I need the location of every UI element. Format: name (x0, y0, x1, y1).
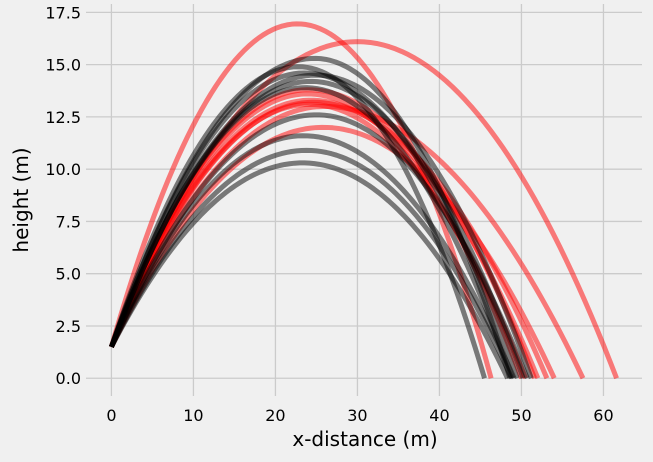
x-tick-label: 10 (183, 406, 203, 425)
y-tick-label: 10.0 (45, 160, 81, 179)
trajectory-line-black (109, 160, 510, 380)
y-tick-labels: 0.0 2.5 5.0 7.5 10.0 12.5 15.0 17.5 (45, 3, 81, 388)
y-tick-label: 15.0 (45, 56, 81, 75)
y-tick-label: 17.5 (45, 3, 81, 22)
series-group (109, 21, 619, 380)
x-tick-label: 0 (106, 406, 116, 425)
x-tick-label: 30 (347, 406, 367, 425)
x-tick-label: 20 (265, 406, 285, 425)
y-tick-label: 2.5 (56, 317, 81, 336)
trajectory-line-black (109, 133, 517, 380)
trajectory-line-black (109, 147, 514, 380)
x-tick-labels: 0 10 20 30 40 50 60 (106, 406, 613, 425)
trajectory-line-black (109, 64, 487, 379)
x-tick-label: 60 (593, 406, 613, 425)
y-tick-label: 7.5 (56, 212, 81, 231)
y-axis-label: height (m) (9, 147, 33, 252)
x-tick-label: 40 (429, 406, 449, 425)
y-tick-label: 5.0 (56, 265, 81, 284)
x-tick-label: 50 (511, 406, 531, 425)
trajectory-line-black (109, 85, 515, 380)
x-axis-label: x-distance (m) (292, 427, 437, 451)
trajectory-line-black (109, 112, 530, 380)
y-tick-label: 0.0 (56, 369, 81, 388)
y-tick-label: 12.5 (45, 108, 81, 127)
